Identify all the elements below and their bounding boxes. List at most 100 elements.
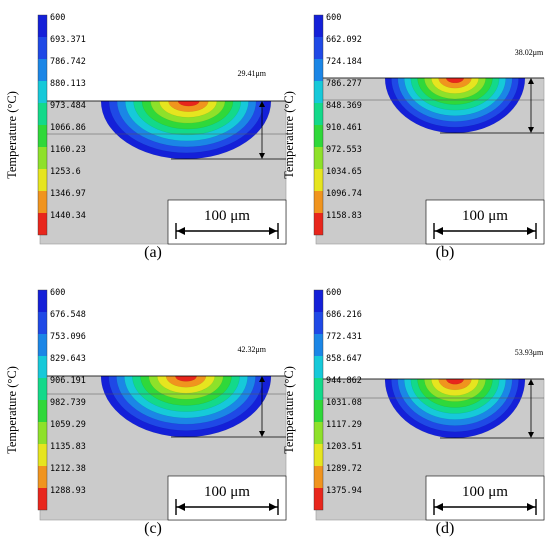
legend-value: 600 bbox=[326, 13, 341, 23]
legend-swatch bbox=[38, 213, 47, 235]
legend-value: 786.277 bbox=[326, 79, 362, 89]
legend-swatch bbox=[38, 312, 47, 334]
scale-bar-label: 100 μm bbox=[204, 484, 250, 500]
legend-value: 1096.74 bbox=[326, 189, 362, 199]
legend-value: 686.216 bbox=[326, 310, 362, 320]
contour-band bbox=[438, 78, 472, 89]
legend-swatch bbox=[38, 103, 47, 125]
legend-value: 600 bbox=[50, 13, 65, 23]
legend-value: 600 bbox=[50, 288, 65, 298]
y-axis-label: Temperature (°C) bbox=[282, 91, 296, 179]
contour-band bbox=[168, 101, 209, 112]
depth-label: 38.02μm bbox=[515, 48, 544, 57]
arrowhead-left-icon bbox=[435, 503, 443, 511]
contour-band bbox=[165, 376, 207, 388]
legend-frame bbox=[37, 14, 48, 236]
arrowhead-right-icon bbox=[269, 227, 277, 235]
legend-value: 1117.29 bbox=[326, 420, 362, 430]
depth-label: 53.93μm bbox=[515, 348, 544, 357]
arrowhead-up-icon bbox=[528, 78, 534, 84]
legend-swatch bbox=[38, 147, 47, 169]
arrowhead-left-icon bbox=[435, 227, 443, 235]
legend-swatch bbox=[314, 103, 323, 125]
legend-swatch bbox=[314, 488, 323, 510]
legend-swatch bbox=[38, 191, 47, 213]
legend-value: 1289.72 bbox=[326, 464, 362, 474]
legend-value: 973.484 bbox=[50, 101, 86, 111]
legend-swatch bbox=[38, 422, 47, 444]
arrowhead-left-icon bbox=[177, 227, 185, 235]
temperature-legend: 600 676.548 753.096 829.643 906.191 982.739 10… bbox=[37, 288, 86, 511]
legend-swatch bbox=[314, 81, 323, 103]
legend-value: 676.548 bbox=[50, 310, 86, 320]
legend-value: 880.113 bbox=[50, 79, 86, 89]
contour-band bbox=[445, 379, 465, 385]
legend-value: 910.461 bbox=[326, 123, 362, 133]
arrowhead-down-icon bbox=[259, 431, 265, 437]
legend-value: 724.184 bbox=[326, 57, 362, 67]
legend-swatch bbox=[314, 59, 323, 81]
legend-value: 972.553 bbox=[326, 145, 362, 155]
legend-swatch bbox=[314, 15, 323, 37]
melt-pool-contours bbox=[384, 379, 526, 439]
legend-frame bbox=[313, 289, 324, 511]
legend-swatch bbox=[314, 466, 323, 488]
legend-swatch bbox=[314, 378, 323, 400]
panel-caption: (c) bbox=[144, 520, 162, 537]
legend-value: 1253.6 bbox=[50, 167, 81, 177]
scale-bar-label: 100 μm bbox=[462, 208, 508, 224]
legend-swatch bbox=[38, 290, 47, 312]
legend-swatch bbox=[314, 147, 323, 169]
arrowhead-down-icon bbox=[528, 432, 534, 438]
scale-bar-box bbox=[167, 475, 287, 521]
legend-frame bbox=[313, 14, 324, 236]
arrowhead-left-icon bbox=[177, 503, 185, 511]
legend-swatch bbox=[38, 356, 47, 378]
arrowhead-up-icon bbox=[259, 376, 265, 382]
melt-pool-contours bbox=[100, 101, 272, 160]
arrowhead-right-icon bbox=[527, 227, 535, 235]
legend-swatch bbox=[38, 334, 47, 356]
contour-band bbox=[175, 376, 197, 382]
legend-swatch bbox=[38, 59, 47, 81]
legend-swatch bbox=[314, 290, 323, 312]
legend-value: 786.742 bbox=[50, 57, 86, 67]
legend-swatch bbox=[314, 191, 323, 213]
depth-label: 29.41μm bbox=[237, 69, 266, 78]
arrowhead-right-icon bbox=[527, 503, 535, 511]
legend-swatch bbox=[314, 444, 323, 466]
legend-value: 693.371 bbox=[50, 35, 86, 45]
legend-frame bbox=[37, 289, 48, 511]
y-axis-label: Temperature (°C) bbox=[5, 91, 19, 179]
legend-swatch bbox=[314, 37, 323, 59]
legend-value: 1066.86 bbox=[50, 123, 86, 133]
legend-value: 1440.34 bbox=[50, 211, 86, 221]
arrowhead-down-icon bbox=[528, 127, 534, 133]
legend-swatch bbox=[38, 37, 47, 59]
legend-value: 944.862 bbox=[326, 376, 362, 386]
temperature-legend: 600 693.371 786.742 880.113 973.484 1066.86 11… bbox=[37, 13, 86, 236]
arrowhead-down-icon bbox=[259, 153, 265, 159]
legend-value: 772.431 bbox=[326, 332, 362, 342]
scale-bar-box bbox=[167, 199, 287, 245]
legend-value: 1059.29 bbox=[50, 420, 86, 430]
panel-c: 42.32μm 100 μm 600 676.548 753.096 829.643 906… bbox=[5, 288, 287, 537]
depth-label: 42.32μm bbox=[237, 345, 266, 354]
legend-value: 1212.38 bbox=[50, 464, 86, 474]
y-axis-label: Temperature (°C) bbox=[282, 366, 296, 454]
legend-swatch bbox=[314, 356, 323, 378]
scale-bar-box bbox=[425, 475, 545, 521]
scale-bar-label: 100 μm bbox=[462, 484, 508, 500]
panel-d: 53.93μm 100 μm 600 686.216 772.431 858.647 944… bbox=[282, 288, 545, 537]
legend-swatch bbox=[314, 334, 323, 356]
legend-swatch bbox=[38, 466, 47, 488]
legend-swatch bbox=[38, 444, 47, 466]
legend-value: 1031.08 bbox=[326, 398, 362, 408]
temperature-legend: 600 662.092 724.184 786.277 848.369 910.461 97… bbox=[313, 13, 362, 236]
legend-swatch bbox=[38, 125, 47, 147]
legend-swatch bbox=[38, 15, 47, 37]
legend-value: 1346.97 bbox=[50, 189, 86, 199]
contour-band bbox=[445, 78, 465, 84]
legend-swatch bbox=[38, 378, 47, 400]
